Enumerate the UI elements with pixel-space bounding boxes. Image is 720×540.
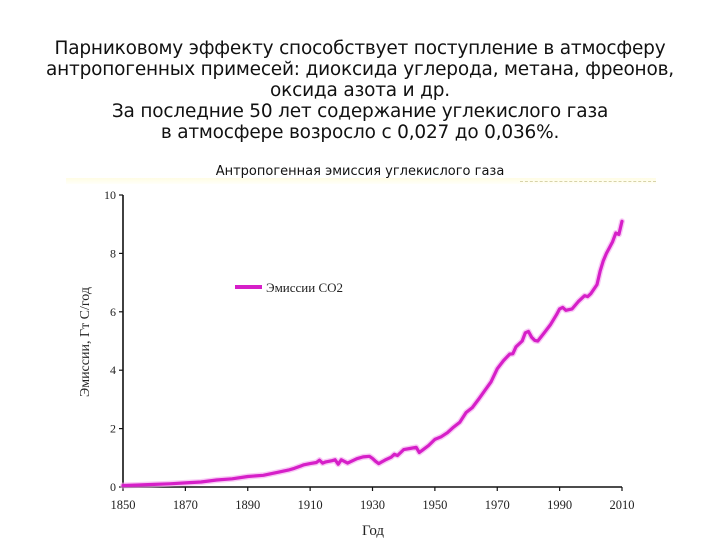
x-tick-label: 1950 xyxy=(422,498,447,512)
x-tick-label: 1990 xyxy=(547,498,572,512)
y-tick-label: 8 xyxy=(110,246,116,260)
heading-line-4: За последние 50 лет содержание углекисло… xyxy=(111,101,609,122)
series-polyline xyxy=(121,219,624,488)
y-tick-label: 10 xyxy=(104,188,116,202)
y-tick-label: 4 xyxy=(110,363,116,377)
x-axis-label: Год xyxy=(362,523,384,539)
x-tick-label: 1890 xyxy=(235,498,260,512)
title-underline-band xyxy=(66,178,656,184)
legend-label: Эмиссии CO2 xyxy=(266,280,343,295)
series-line-co2 xyxy=(120,218,625,489)
chart-legend: Эмиссии CO2 xyxy=(235,280,343,295)
y-tick-label: 0 xyxy=(110,480,116,494)
x-tick-label: 1870 xyxy=(173,498,198,512)
x-tick-label: 1910 xyxy=(298,498,323,512)
y-tick-label: 2 xyxy=(110,422,116,436)
chart-axes: 0 2 4 6 8 10 1850 1870 1890 1910 1930 1950 1970 1990 2… xyxy=(104,188,635,512)
chart-title: Антропогенная эмиссия углекислого газа xyxy=(215,164,505,179)
x-tick-label: 1970 xyxy=(485,498,510,512)
x-tick-label: 1930 xyxy=(360,498,385,512)
heading-line-2: антропогенных примесей: диоксида углерод… xyxy=(46,59,674,80)
title-dashed-rule xyxy=(520,181,656,182)
heading-line-5: в атмосфере возросло с 0,027 до 0,036%. xyxy=(160,122,560,143)
y-tick-label: 6 xyxy=(110,305,116,319)
x-tick-label: 1850 xyxy=(111,498,136,512)
heading-line-3: оксида азота и др. xyxy=(270,80,450,101)
heading-line-1: Парниковому эффекту способствует поступл… xyxy=(54,38,666,59)
x-tick-label: 2010 xyxy=(610,498,635,512)
y-axis-label: Эмиссии, Гт С/год xyxy=(78,287,93,397)
slide-heading: Парниковому эффекту способствует поступл… xyxy=(40,38,680,143)
